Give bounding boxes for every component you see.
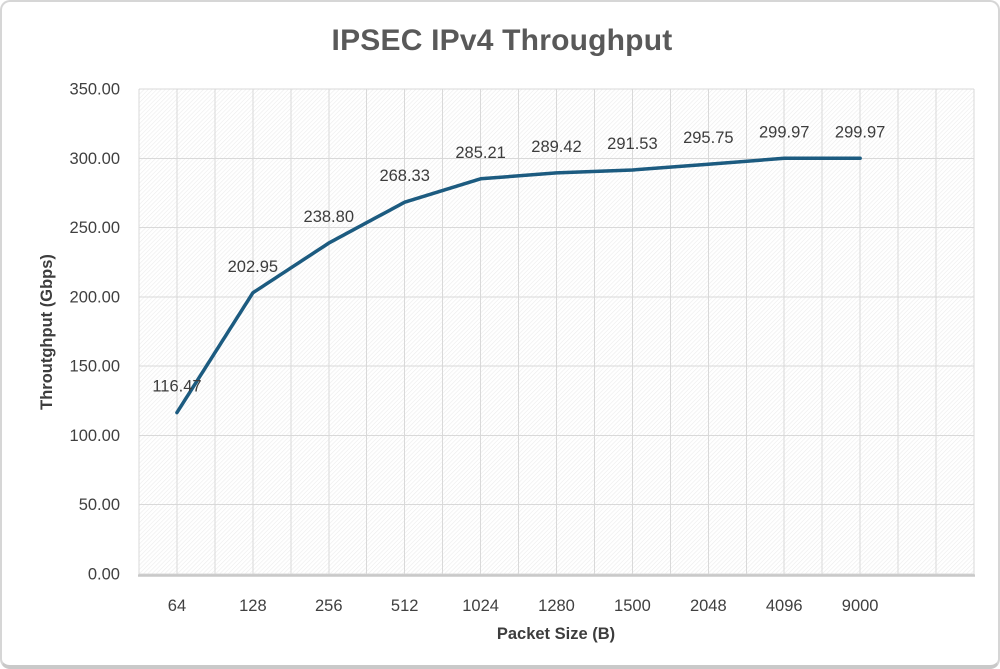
y-tick-label: 0.00	[88, 566, 120, 584]
x-tick-label: 2048	[690, 597, 727, 615]
x-tick-label: 1500	[614, 597, 651, 615]
data-label: 289.42	[531, 138, 581, 156]
x-tick-label: 256	[315, 597, 343, 615]
data-label: 295.75	[683, 129, 733, 147]
data-label: 285.21	[455, 144, 505, 162]
data-label: 238.80	[304, 208, 354, 226]
y-tick-label: 350.00	[70, 81, 120, 99]
x-axis-title: Packet Size (B)	[497, 625, 615, 643]
x-tick-label: 128	[239, 597, 267, 615]
y-tick-label: 150.00	[70, 358, 120, 376]
data-label: 116.47	[152, 378, 201, 396]
y-tick-label: 200.00	[70, 288, 120, 306]
x-tick-label: 64	[168, 597, 186, 615]
y-axis-title: Throutghput (Gbps)	[38, 254, 56, 410]
data-label: 268.33	[379, 167, 429, 185]
y-tick-label: 100.00	[70, 427, 120, 445]
series-line	[175, 156, 862, 415]
y-tick-label: 250.00	[70, 219, 120, 237]
x-tick-label: 512	[391, 597, 419, 615]
data-label: 202.95	[228, 258, 278, 276]
x-tick-label: 4096	[766, 597, 803, 615]
data-label: 299.97	[759, 123, 809, 141]
plot-layer: 0.00 50.00 100.00 150.00 200.00 250.00 300.00 3…	[70, 81, 975, 615]
x-tick-label: 1280	[538, 597, 575, 615]
x-tick-label: 9000	[842, 597, 879, 615]
y-tick-label: 300.00	[70, 150, 120, 168]
data-label: 291.53	[607, 135, 657, 153]
y-tick-label: 50.00	[79, 496, 120, 514]
data-label: 299.97	[835, 123, 885, 141]
chart-title: IPSEC IPv4 Throughput	[331, 24, 673, 57]
x-tick-label: 1024	[462, 597, 499, 615]
gridlines	[138, 88, 975, 575]
